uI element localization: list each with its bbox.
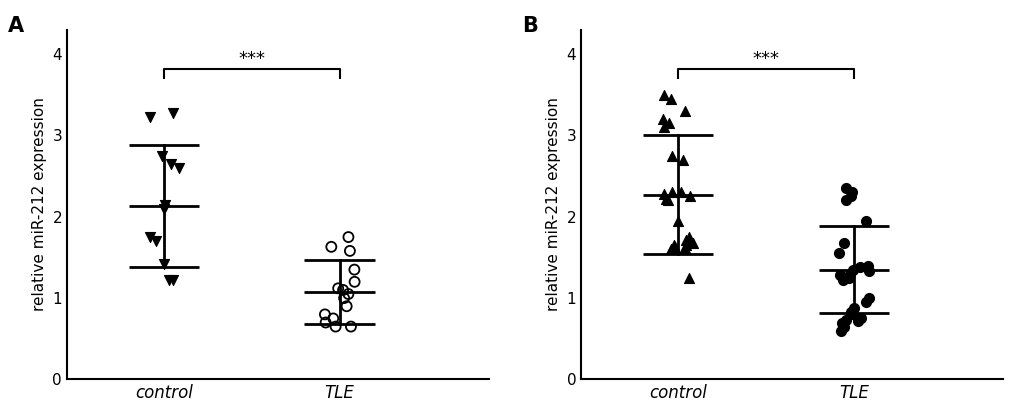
Point: [148, 238, 164, 245]
Point: [157, 201, 173, 208]
Point: [142, 114, 158, 121]
Point: [860, 295, 876, 301]
Point: [161, 277, 177, 284]
Point: [840, 274, 856, 281]
Point: [842, 270, 858, 277]
Point: [323, 243, 339, 250]
Point: [845, 266, 861, 273]
Point: [675, 156, 691, 163]
Point: [654, 116, 671, 122]
Point: [832, 272, 848, 279]
Y-axis label: relative miR-212 expression: relative miR-212 expression: [32, 98, 47, 311]
Point: [340, 291, 357, 297]
Point: [844, 189, 860, 196]
Point: [681, 274, 697, 281]
Point: [857, 217, 873, 224]
Point: [341, 248, 358, 254]
Point: [659, 197, 676, 204]
Point: [860, 268, 876, 274]
Point: [829, 250, 846, 257]
Point: [164, 109, 180, 116]
Point: [684, 239, 700, 246]
Point: [317, 319, 333, 326]
Point: [655, 91, 672, 98]
Point: [838, 197, 854, 204]
Point: [665, 242, 682, 248]
Point: [345, 266, 362, 273]
Point: [335, 295, 352, 301]
Point: [342, 323, 359, 330]
Point: [676, 108, 692, 114]
Point: [325, 315, 341, 322]
Point: [661, 246, 678, 253]
Point: [857, 299, 873, 305]
Point: [859, 262, 875, 269]
Point: [835, 277, 851, 284]
Point: [170, 165, 186, 171]
Point: [844, 311, 860, 318]
Point: [655, 191, 672, 197]
Point: [851, 264, 867, 271]
Point: [142, 234, 158, 241]
Point: [836, 323, 852, 330]
Point: [842, 308, 858, 315]
Text: B: B: [522, 16, 537, 36]
Point: [162, 160, 178, 167]
Point: [681, 234, 697, 241]
Point: [156, 261, 172, 267]
Point: [663, 189, 680, 196]
Text: A: A: [8, 16, 24, 36]
Point: [338, 303, 355, 310]
Point: [672, 189, 688, 196]
Point: [835, 239, 851, 246]
Point: [657, 196, 674, 202]
Point: [849, 318, 865, 324]
Point: [832, 327, 848, 334]
Point: [327, 323, 343, 330]
Point: [666, 243, 683, 250]
Point: [845, 305, 861, 311]
Point: [330, 285, 346, 292]
Point: [837, 185, 853, 191]
Point: [165, 277, 181, 284]
Point: [662, 96, 679, 102]
Point: [678, 242, 694, 248]
Point: [681, 193, 697, 200]
Point: [668, 217, 685, 224]
Point: [154, 153, 170, 159]
Point: [842, 193, 858, 200]
Point: [340, 234, 357, 241]
Y-axis label: relative miR-212 expression: relative miR-212 expression: [545, 98, 560, 311]
Point: [678, 236, 694, 243]
Text: ***: ***: [238, 50, 265, 68]
Point: [834, 319, 850, 326]
Point: [676, 244, 692, 251]
Text: ***: ***: [752, 50, 779, 68]
Point: [334, 287, 351, 293]
Point: [156, 205, 172, 212]
Point: [655, 124, 672, 131]
Point: [659, 120, 676, 127]
Point: [346, 279, 363, 285]
Point: [852, 315, 868, 322]
Point: [317, 311, 333, 318]
Point: [837, 317, 853, 323]
Point: [662, 153, 679, 159]
